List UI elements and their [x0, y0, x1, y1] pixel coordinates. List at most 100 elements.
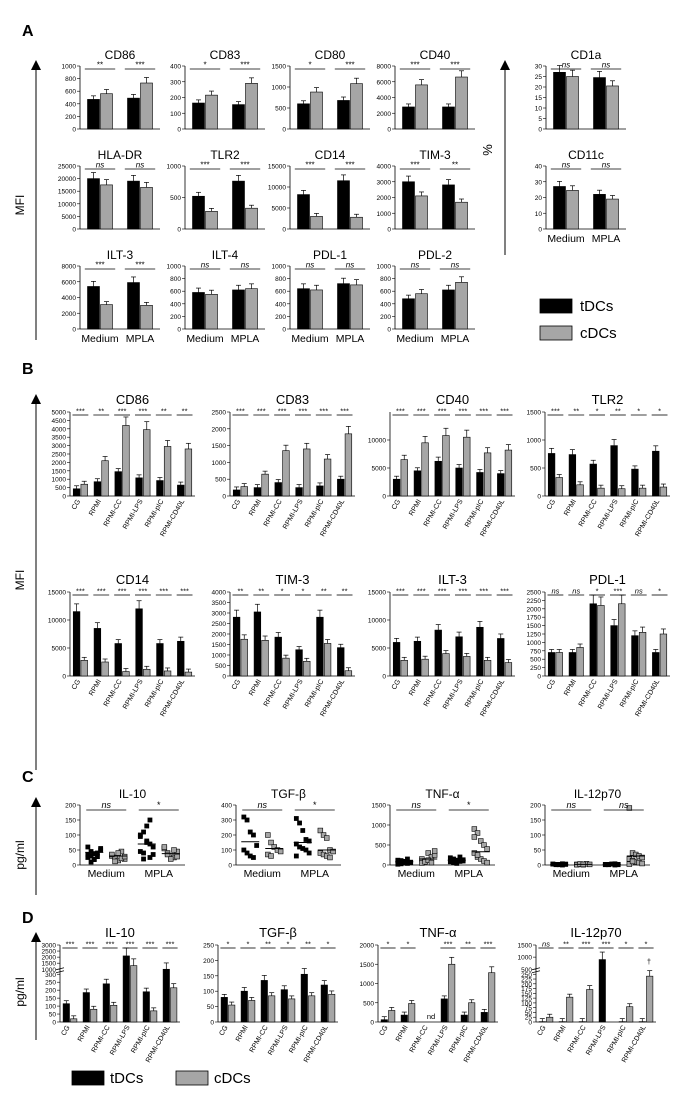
chart-title: PDL-2: [418, 248, 452, 262]
y-tick-label: 0: [72, 327, 76, 334]
significance-label: ***: [76, 587, 85, 596]
point-tdcs: [244, 817, 250, 823]
bar-cdcs: [228, 1004, 236, 1023]
bar-cdcs: [310, 91, 323, 130]
y-tick-label: 0: [62, 674, 66, 681]
bar-tdcs: [455, 636, 463, 677]
bar-tdcs: [162, 968, 170, 1023]
y-tick-label: 30: [535, 64, 543, 71]
y-tick-label: 20: [535, 85, 543, 92]
bar-tdcs: [156, 480, 164, 497]
bar-tdcs: [82, 992, 90, 1023]
x-tick-label: CG: [546, 499, 557, 512]
bar-tdcs: [240, 990, 248, 1023]
x-tick-label: RPMI-CC: [103, 499, 124, 528]
x-tick-label: Medium: [553, 868, 591, 880]
y-tick-label: 10000: [268, 185, 286, 192]
significance-label: ***: [166, 940, 175, 949]
y-tick-label: 225: [521, 977, 532, 984]
y-tick-label: 200: [380, 314, 391, 321]
point-cdcs: [474, 852, 481, 858]
significance-label: **: [465, 940, 471, 949]
y-tick-label: 4500: [52, 418, 67, 425]
point-tdcs: [398, 861, 404, 867]
point-cdcs: [484, 859, 490, 866]
x-tick-label: CG: [71, 499, 82, 512]
significance-label: ns: [562, 161, 570, 170]
chart-b-15: CD83 0 500 1000 1500 2000 2500 *** CG *** RPMI *** R…: [212, 392, 355, 538]
x-tick-label: MPLA: [592, 233, 621, 245]
y-tick-label: 5: [538, 116, 542, 123]
point-tdcs: [241, 814, 247, 820]
significance-label: **: [161, 407, 167, 416]
x-tick-label: RPMI: [408, 498, 423, 517]
significance-label: **: [321, 587, 327, 596]
bar-tdcs: [553, 72, 566, 130]
legend-a-label-cdcs: cDCs: [580, 325, 617, 342]
y-tick-label: 200: [45, 988, 56, 995]
bar-tdcs: [297, 103, 310, 130]
y-tick-label: 100: [530, 833, 541, 840]
x-tick-label: MPLA: [609, 868, 638, 880]
y-tick-label: 1000: [52, 477, 67, 484]
point-tdcs: [147, 855, 153, 860]
y-tick-label: 0: [177, 327, 181, 334]
y-tick-label: 200: [65, 114, 76, 121]
y-tick-label: 1000: [518, 955, 533, 962]
bar-tdcs: [553, 186, 566, 230]
point-tdcs: [141, 850, 146, 856]
y-tick-label: 15000: [268, 164, 286, 171]
legend-d-swatch-tdcs: [71, 1070, 105, 1086]
bar-tdcs: [392, 642, 401, 677]
panel-label-c: C: [22, 769, 34, 786]
bar-cdcs: [184, 671, 193, 677]
bar-tdcs: [274, 636, 282, 677]
x-tick-label: CG: [391, 499, 402, 512]
point-tdcs: [95, 850, 100, 856]
y-tick-label: 500: [375, 843, 386, 850]
significance-label: *: [645, 940, 648, 949]
chart-title: CD1a: [571, 48, 602, 62]
bar-cdcs: [328, 993, 336, 1023]
bar-cdcs: [310, 289, 323, 330]
significance-label: ***: [345, 161, 354, 170]
y-tick-label: 1500: [527, 623, 542, 630]
significance-label: ***: [396, 587, 405, 596]
chart-title: CD14: [315, 148, 346, 162]
bar-tdcs: [440, 998, 448, 1023]
x-tick-label: RPMI: [563, 678, 578, 697]
bar-tdcs: [337, 100, 350, 130]
significance-label: ns: [635, 587, 643, 596]
y-tick-label: 1000: [527, 438, 542, 445]
y-tick-label: 5000: [372, 646, 387, 653]
x-tick-label: Medium: [244, 868, 282, 880]
bar-cdcs: [122, 425, 130, 497]
point-cdcs: [277, 848, 284, 855]
point-tdcs: [457, 859, 463, 864]
chart-a-6: CD14 0 5000 10000 15000 *** ***: [268, 148, 370, 234]
point-tdcs: [251, 832, 256, 838]
y-tick-label: 1500: [212, 642, 227, 649]
significance-label: ***: [319, 407, 328, 416]
significance-label: ***: [66, 940, 75, 949]
significance-label: ***: [444, 940, 453, 949]
chart-c-22: IL-10 0 50 100 150 200 ns Medium * MPLA: [65, 787, 185, 880]
bar-cdcs: [282, 450, 290, 497]
significance-label: ***: [97, 587, 106, 596]
significance-label: *: [287, 940, 290, 949]
bar-tdcs: [402, 181, 415, 230]
significance-label: *: [596, 407, 599, 416]
bar-tdcs: [402, 298, 415, 330]
point-cdcs: [109, 851, 115, 858]
bar-cdcs: [448, 963, 456, 1023]
point-tdcs: [85, 852, 91, 857]
x-tick-label: RPMI-CC: [249, 1025, 270, 1054]
significance-label: *: [596, 587, 599, 596]
bar-cdcs: [310, 216, 323, 230]
point-tdcs: [147, 817, 153, 823]
significance-label: ***: [240, 161, 249, 170]
bar-tdcs: [135, 477, 143, 497]
bar-cdcs: [205, 211, 218, 230]
